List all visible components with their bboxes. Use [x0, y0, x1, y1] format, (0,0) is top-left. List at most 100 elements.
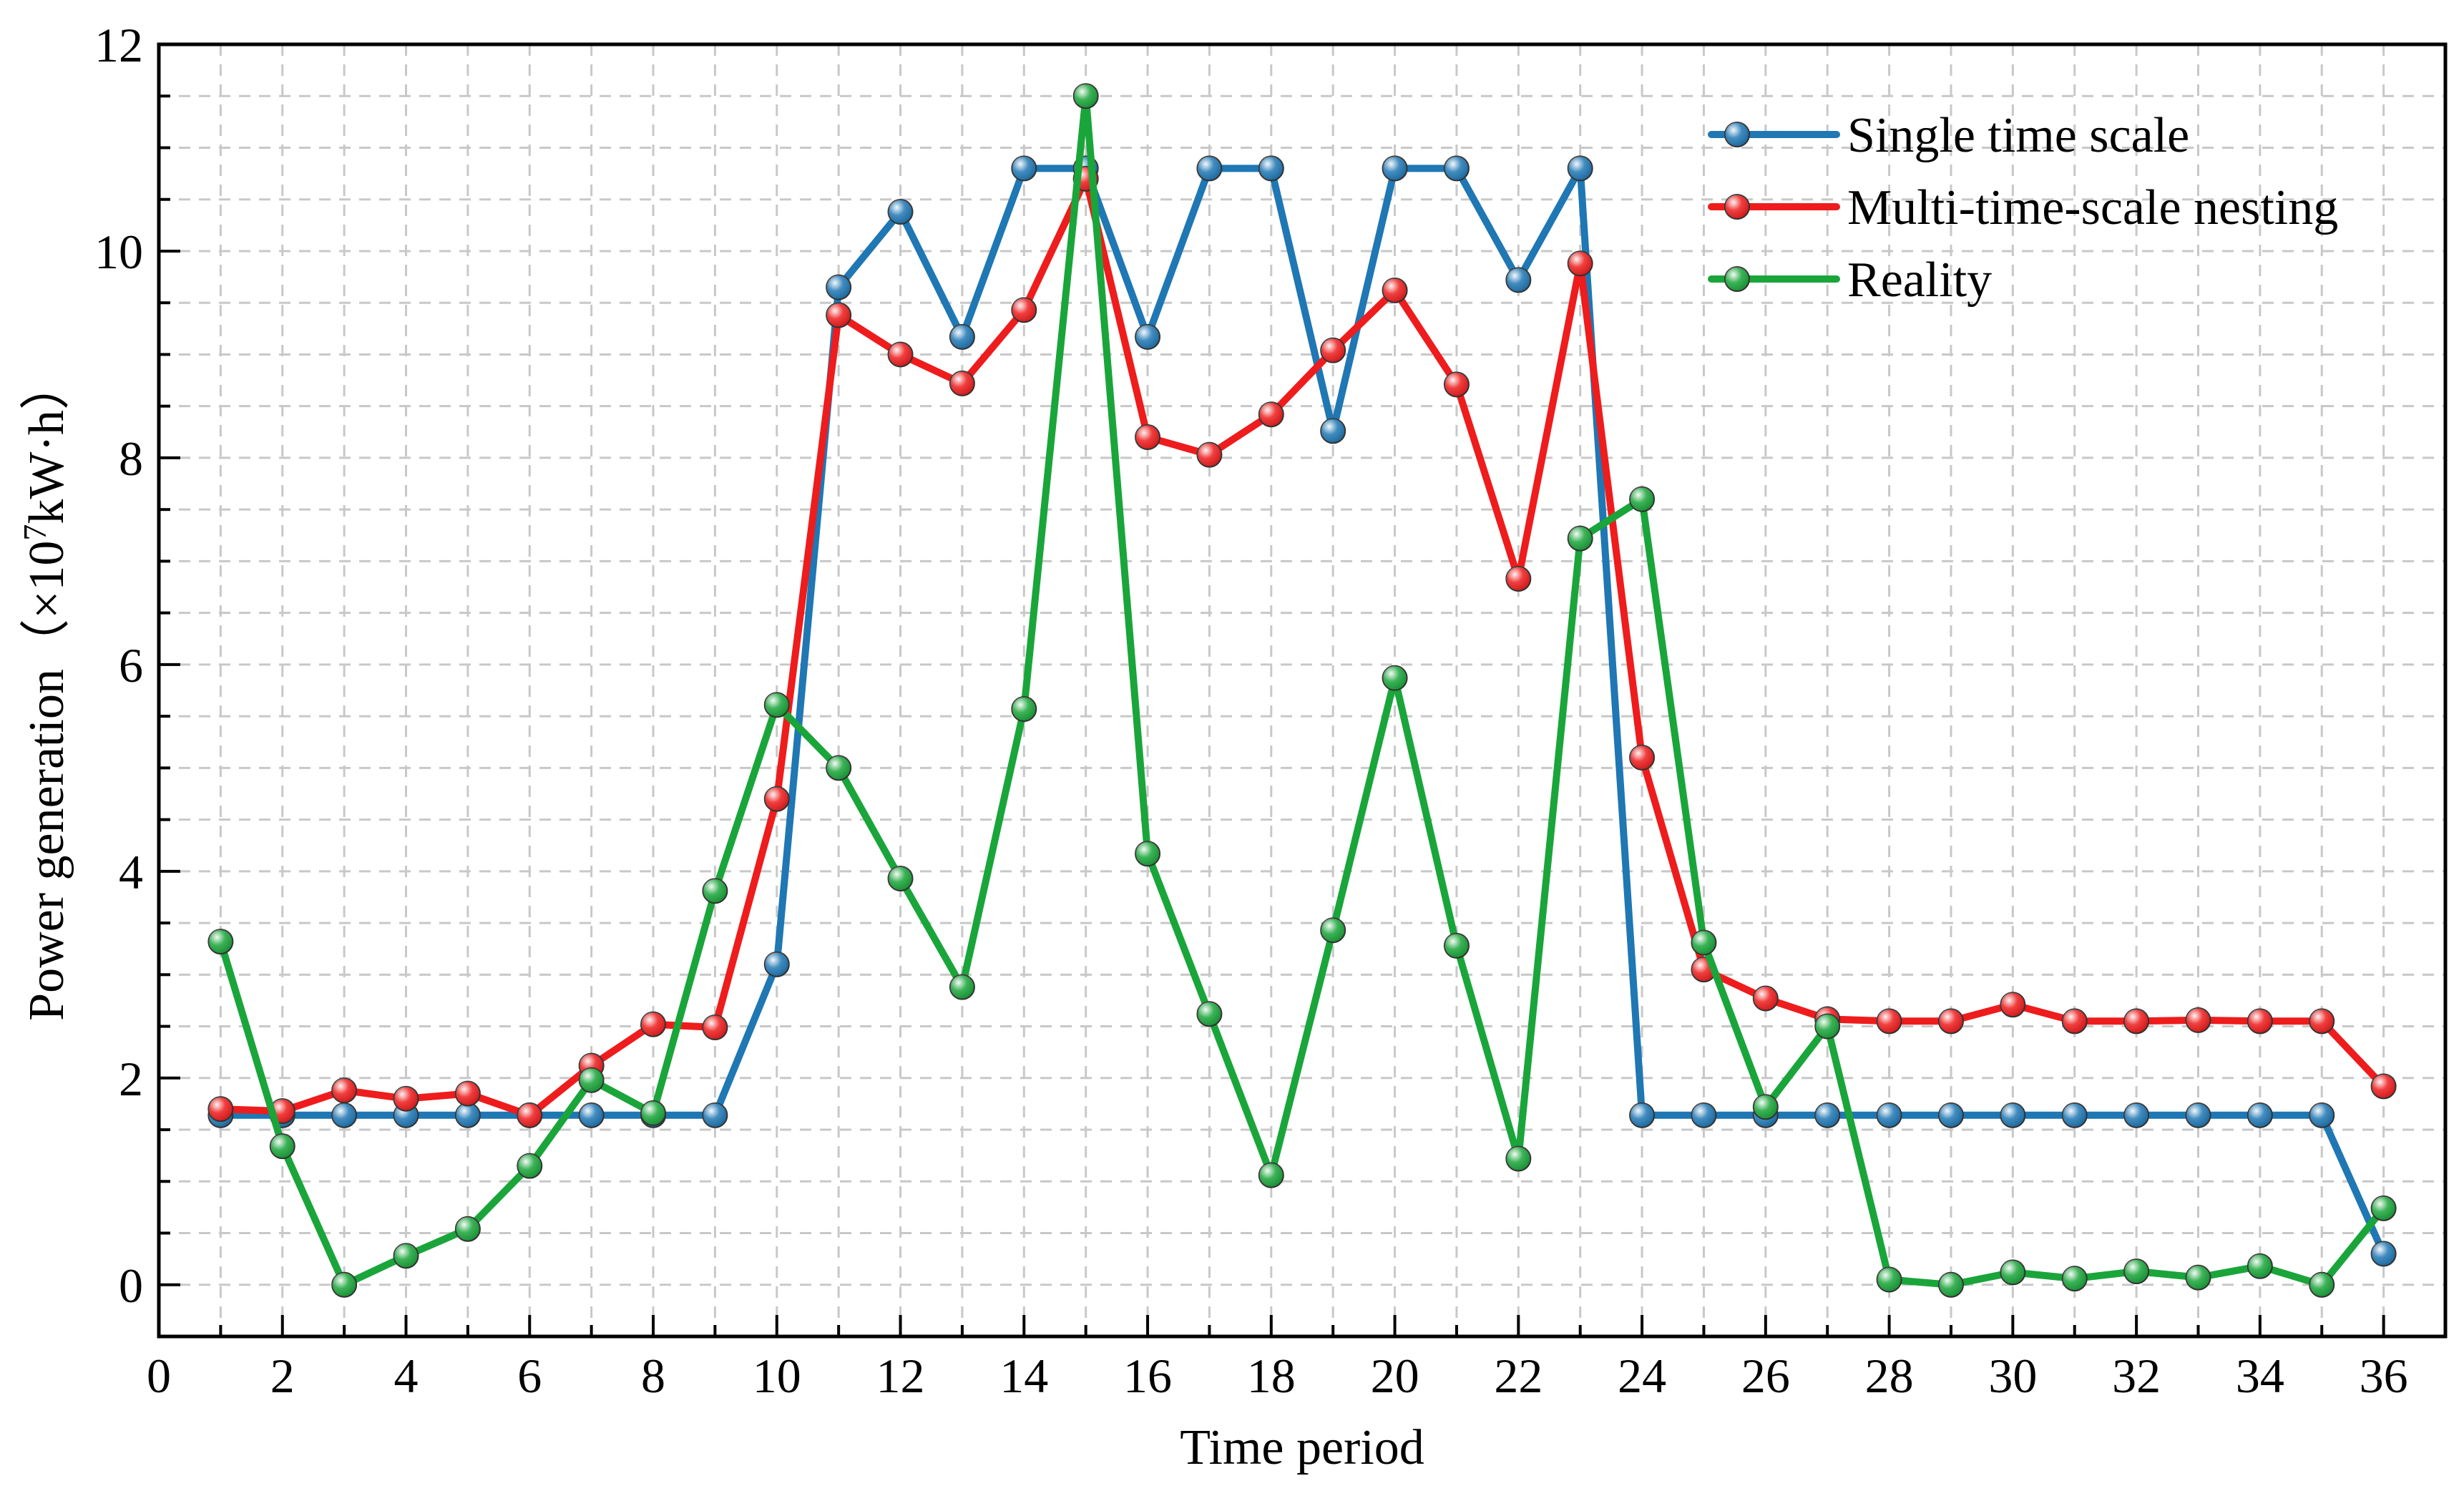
x-tick-label: 30 [1988, 1349, 2037, 1403]
data-point [1691, 929, 1717, 956]
data-point-highlight [2000, 1103, 2025, 1128]
data-point-highlight [1938, 1272, 1963, 1297]
data-point-highlight [1506, 566, 1531, 591]
x-tick-label: 34 [2236, 1349, 2284, 1403]
data-point [1196, 155, 1223, 182]
data-point [2247, 1008, 2273, 1035]
data-point-highlight [1568, 526, 1593, 551]
data-point [1691, 1102, 1717, 1128]
data-point [2370, 1241, 2397, 1267]
data-point-highlight [1506, 268, 1531, 293]
data-point-highlight [1877, 1267, 1902, 1292]
x-tick-label: 20 [1371, 1349, 1419, 1403]
data-point-highlight [455, 1103, 480, 1128]
series-line-single-time-scale [217, 165, 2387, 1258]
data-point [2000, 1259, 2026, 1286]
data-point-highlight [2062, 1103, 2087, 1128]
data-point-highlight [2000, 992, 2025, 1017]
data-point-highlight [1568, 156, 1593, 181]
data-point [1629, 486, 1656, 512]
data-point [1567, 250, 1593, 277]
data-point [1196, 1001, 1223, 1027]
data-point [2247, 1253, 2273, 1279]
data-point [578, 1102, 605, 1128]
x-tick-label: 8 [641, 1349, 665, 1403]
plot-frame [157, 42, 2448, 1339]
data-point [2309, 1271, 2335, 1298]
data-point-highlight [764, 952, 789, 977]
data-point [2061, 1008, 2088, 1035]
data-point [1567, 155, 1593, 182]
data-point [2370, 1073, 2397, 1100]
data-point [331, 1102, 358, 1128]
data-point [2061, 1266, 2088, 1292]
y-tick-label: 12 [94, 18, 143, 72]
data-point [702, 1015, 728, 1041]
data-point [454, 1102, 481, 1128]
data-point-highlight [826, 275, 851, 300]
data-point-highlight [1382, 665, 1407, 690]
legend-swatch-highlight [1725, 122, 1749, 147]
data-point [2309, 1008, 2335, 1035]
data-point [640, 1011, 667, 1037]
data-point [517, 1102, 543, 1128]
data-point-highlight [393, 1243, 419, 1268]
data-point-highlight [270, 1134, 295, 1159]
data-point-highlight [208, 929, 233, 954]
data-point [1443, 155, 1470, 182]
series-reality [207, 83, 2397, 1298]
legend-item: Reality [1708, 253, 1992, 308]
data-point [2123, 1008, 2150, 1035]
data-point-highlight [1444, 156, 1469, 181]
data-point [207, 1096, 234, 1123]
data-point [1443, 371, 1470, 398]
data-point-highlight [1630, 487, 1655, 512]
y-axis-title-main: Power generation（×10 [19, 541, 74, 1021]
data-point-highlight [517, 1103, 542, 1128]
data-point [331, 1271, 358, 1298]
legend-item: Multi-time-scale nesting [1708, 180, 2338, 235]
data-point [1752, 1094, 1779, 1120]
data-point-highlight [888, 342, 913, 367]
data-point-highlight [1815, 1103, 1840, 1128]
data-point [393, 1085, 419, 1112]
legend-label: Single time scale [1847, 108, 2189, 163]
data-point [1443, 932, 1470, 959]
data-point-highlight [2371, 1074, 2396, 1099]
data-point [1320, 418, 1346, 444]
y-tick-label: 10 [94, 225, 143, 279]
data-point-highlight [2247, 1253, 2272, 1279]
data-point-highlight [1012, 156, 1037, 181]
data-point-highlight [826, 756, 851, 781]
x-tick-label: 16 [1123, 1349, 1172, 1403]
data-point-highlight [1877, 1103, 1902, 1128]
data-point [1876, 1266, 1902, 1293]
data-point [949, 974, 975, 1000]
data-point-highlight [2247, 1103, 2272, 1128]
data-point-highlight [2124, 1009, 2149, 1034]
data-point-highlight [1938, 1103, 1963, 1128]
data-point [1937, 1008, 1964, 1035]
legend: Single time scale Multi-time-scale nestin… [1708, 108, 2338, 308]
x-tick-label: 14 [999, 1349, 1048, 1403]
data-point-highlight [455, 1216, 480, 1241]
data-point [763, 692, 790, 718]
data-point-highlight [1321, 419, 1346, 444]
legend-swatch-highlight [1725, 195, 1749, 219]
data-point [1876, 1102, 1902, 1128]
data-point-highlight [517, 1153, 542, 1178]
data-point-highlight [1630, 1103, 1655, 1128]
data-point-highlight [455, 1081, 480, 1106]
data-point [1135, 841, 1161, 867]
data-point-highlight [1197, 156, 1222, 181]
data-point [2000, 992, 2026, 1018]
data-point-highlight [579, 1067, 604, 1092]
x-tick-label: 18 [1247, 1349, 1296, 1403]
data-point [269, 1133, 295, 1160]
data-point [1937, 1271, 1964, 1298]
data-point [1876, 1008, 1902, 1035]
x-tick-label: 4 [394, 1349, 419, 1403]
data-point [2185, 1102, 2211, 1128]
data-point-highlight [1135, 324, 1160, 349]
axis-ticks: 0 2 4 6 8 10 12 14 16 18 20 22 24 26 28 30 32 34 360246810… [94, 18, 2408, 1403]
